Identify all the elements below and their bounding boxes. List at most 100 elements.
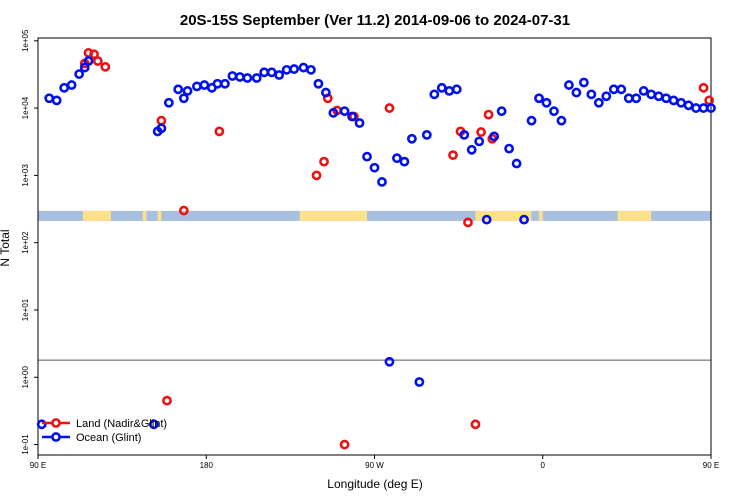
ocean-data-point xyxy=(199,80,210,90)
ocean-data-point xyxy=(444,86,455,96)
land-data-point xyxy=(704,95,715,106)
ocean-data-point xyxy=(83,56,94,66)
ocean-data-point xyxy=(549,106,559,117)
land-data-point xyxy=(319,156,329,167)
ocean-data-point xyxy=(608,84,619,95)
ocean-data-point xyxy=(646,89,657,100)
ocean-data-point xyxy=(227,71,238,81)
land-data-point xyxy=(476,127,486,137)
ocean-data-point xyxy=(593,97,604,108)
land-band-segment xyxy=(617,210,652,221)
land-band-segment xyxy=(142,210,147,221)
land-band-segment xyxy=(299,210,368,221)
ocean-data-point xyxy=(266,67,277,78)
ocean-data-point xyxy=(192,81,202,92)
ocean-data-point xyxy=(683,100,694,111)
ocean-data-point xyxy=(369,162,380,173)
ocean-data-point xyxy=(631,93,642,104)
ocean-data-point xyxy=(676,97,686,108)
legend-marker xyxy=(51,432,61,442)
ocean-data-point xyxy=(661,93,672,104)
ocean-data-point xyxy=(149,419,159,430)
ocean-data-point xyxy=(638,86,649,96)
ocean-data-point xyxy=(616,84,627,95)
ocean-data-point xyxy=(320,87,331,98)
y-tick-label: 1e+02 xyxy=(21,231,30,254)
ocean-data-point xyxy=(436,82,447,93)
ocean-data-point xyxy=(571,87,582,98)
y-axis-label: N Total xyxy=(0,229,12,266)
land-band-segment xyxy=(539,210,543,221)
ocean-data-point xyxy=(274,70,285,80)
ocean-data-point xyxy=(623,93,634,104)
ocean-data-point xyxy=(220,78,230,89)
ocean-data-point xyxy=(556,115,567,126)
ocean-data-point xyxy=(339,106,350,117)
plot-area: 90 E 180 90 W 0 90 E1e-011e+001e+011e+021e+0… xyxy=(21,29,719,470)
ocean-data-point xyxy=(173,84,184,95)
ocean-data-point xyxy=(481,214,492,225)
y-tick-label: 1e+01 xyxy=(21,298,30,321)
ocean-data-point xyxy=(156,123,167,134)
ocean-data-point xyxy=(586,89,597,100)
plot-frame xyxy=(37,37,712,456)
ocean-data-point xyxy=(474,136,485,147)
land-data-point xyxy=(470,419,481,430)
ocean-data-point xyxy=(534,93,544,104)
ocean-data-point xyxy=(496,106,507,117)
ocean-data-point xyxy=(526,115,537,126)
chart-title: 20S-15S September (Ver 11.2) 2014-09-06 … xyxy=(180,12,570,29)
ocean-data-point xyxy=(66,80,77,90)
ocean-data-point xyxy=(384,356,395,367)
ocean-band xyxy=(38,210,711,221)
land-data-point xyxy=(178,205,189,216)
land-band-segment xyxy=(475,210,532,221)
ocean-data-point xyxy=(182,86,193,96)
ocean-data-point xyxy=(51,95,62,106)
ocean-data-point xyxy=(421,129,432,140)
x-tick-label: 90 W xyxy=(365,461,384,470)
land-data-point xyxy=(162,395,172,406)
ocean-data-point xyxy=(578,77,589,88)
ocean-data-point xyxy=(511,158,522,169)
y-tick-label: 1e+04 xyxy=(21,96,30,119)
land-data-point xyxy=(384,103,395,113)
y-tick-label: 1e-01 xyxy=(21,434,30,455)
land-data-point xyxy=(92,56,103,66)
ocean-data-point xyxy=(451,84,462,95)
ocean-data-point xyxy=(313,78,324,89)
ocean-data-point xyxy=(234,72,245,82)
land-band-segment xyxy=(157,210,162,221)
ocean-data-point xyxy=(489,131,500,142)
x-tick-label: 0 xyxy=(541,461,546,470)
ocean-data-point xyxy=(377,177,387,187)
land-data-point xyxy=(483,109,494,120)
ocean-data-point xyxy=(289,64,300,74)
ocean-data-point xyxy=(466,144,477,155)
ocean-data-point xyxy=(281,64,292,75)
ocean-data-point xyxy=(36,419,47,430)
ocean-data-point xyxy=(212,78,223,89)
land-data-point xyxy=(698,82,709,93)
legend-label: Ocean (Glint) xyxy=(76,432,141,444)
ocean-data-point xyxy=(242,73,253,83)
ocean-data-point xyxy=(306,64,316,75)
land-data-point xyxy=(156,115,167,126)
y-tick-label: 1e+00 xyxy=(21,365,30,388)
x-tick-label: 180 xyxy=(200,461,214,470)
ocean-data-point xyxy=(459,129,470,140)
ocean-data-point xyxy=(429,89,440,100)
ocean-data-point xyxy=(178,93,189,104)
land-data-point xyxy=(214,126,225,137)
ocean-data-point xyxy=(354,118,365,128)
ocean-data-point xyxy=(298,62,309,73)
land-band-segment xyxy=(82,210,111,221)
land-data-point xyxy=(339,439,350,450)
x-tick-label: 90 E xyxy=(30,461,46,470)
ocean-data-point xyxy=(362,151,372,162)
ocean-data-point xyxy=(519,214,529,225)
ocean-data-point xyxy=(406,133,417,144)
ocean-data-point xyxy=(392,153,402,164)
ocean-data-point xyxy=(259,67,270,78)
